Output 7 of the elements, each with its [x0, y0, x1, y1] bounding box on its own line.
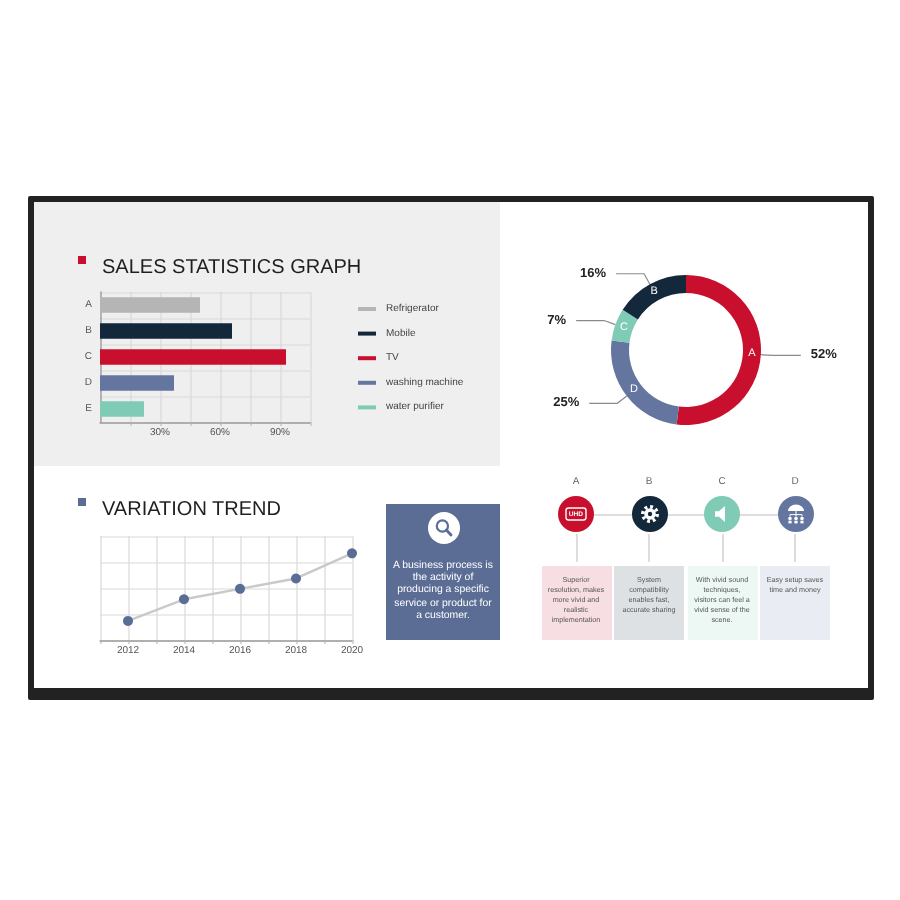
point — [235, 583, 245, 594]
point — [123, 615, 133, 626]
point — [347, 548, 357, 559]
point — [179, 594, 189, 605]
point — [291, 573, 301, 584]
chart-title: VARIATION TREND — [102, 499, 281, 521]
chart-title: SALES STATISTICS GRAPH — [102, 257, 362, 279]
